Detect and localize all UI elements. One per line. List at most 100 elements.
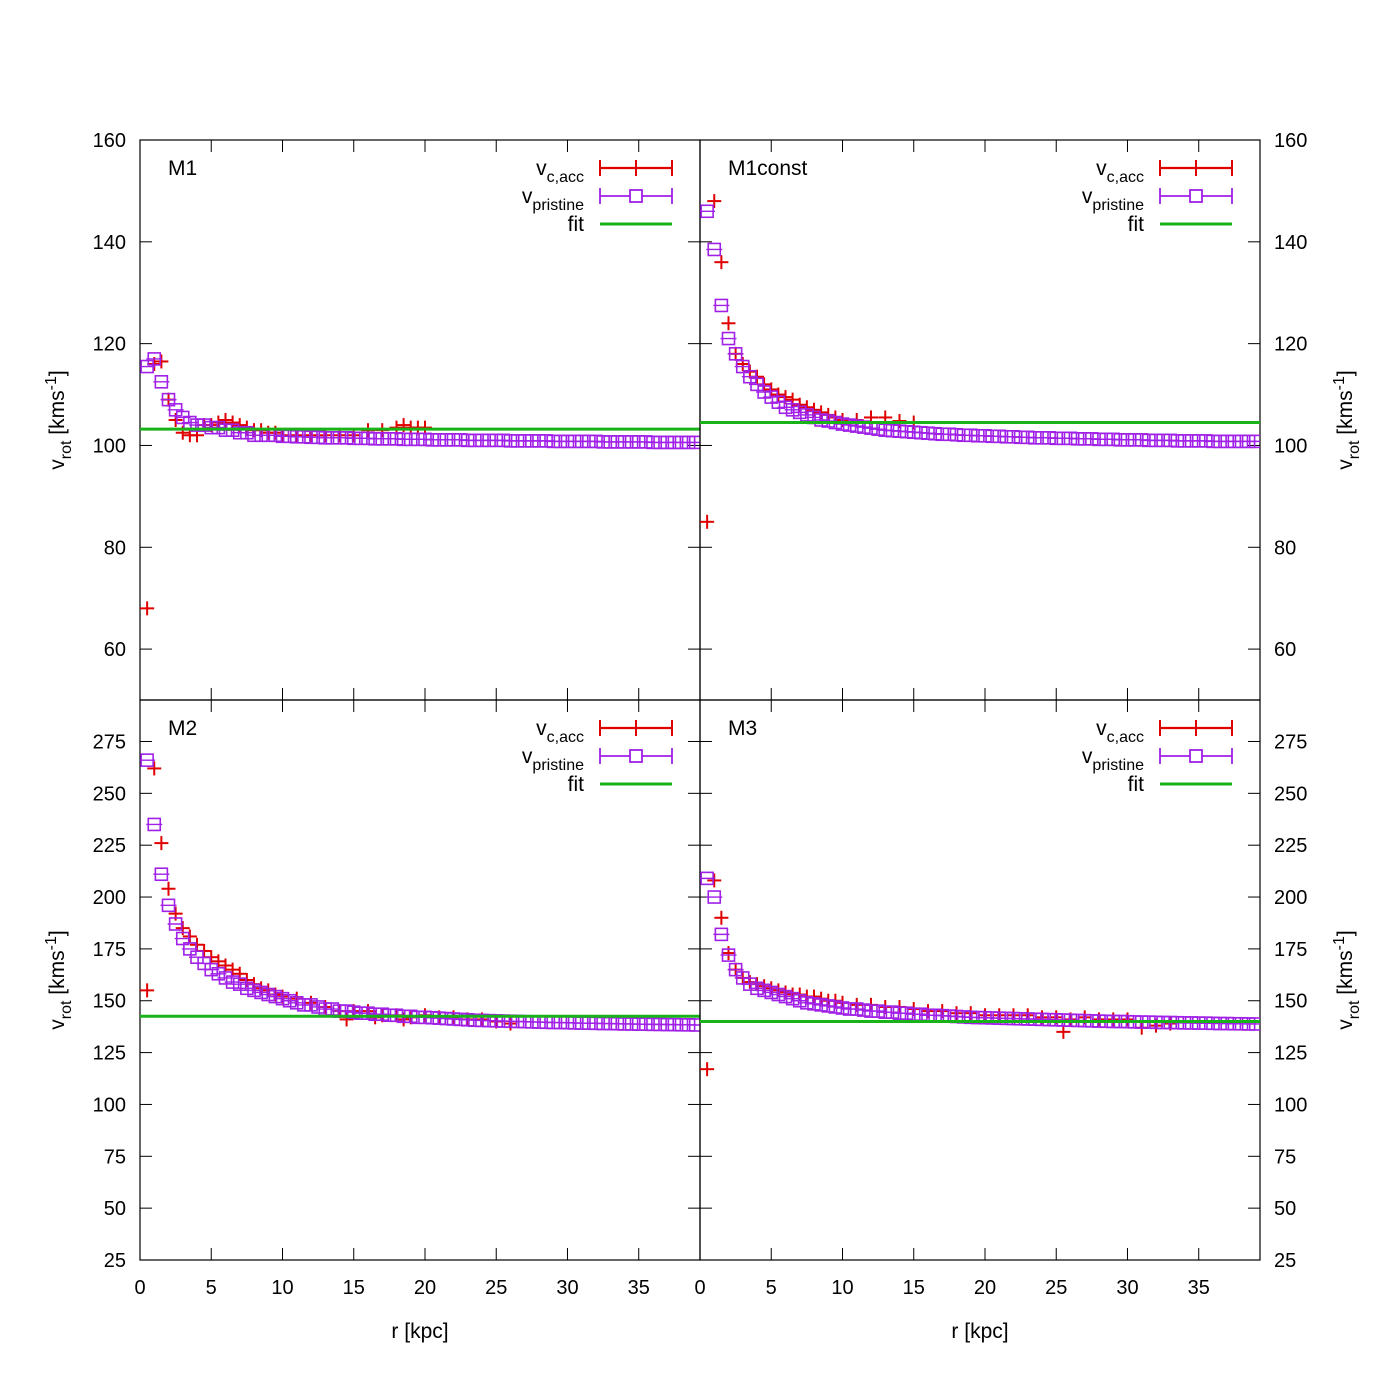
pristine-point xyxy=(217,971,234,985)
legend-entry-v-pristine-sub: pristine xyxy=(1092,757,1144,774)
legend-entry-vc-acc: vc,acc xyxy=(1096,717,1144,746)
pristine-point xyxy=(181,942,198,956)
y-axis-label: vrot [kms-1] xyxy=(43,930,75,1029)
y-tick-label: 160 xyxy=(1274,130,1307,152)
pristine-point xyxy=(855,1003,872,1017)
pristine-point xyxy=(784,403,801,417)
pristine-point xyxy=(720,331,737,346)
pristine-point xyxy=(310,1000,327,1014)
legend-entry-vc-acc-sub: c,acc xyxy=(547,729,584,746)
pristine-point xyxy=(288,996,305,1010)
data-layer xyxy=(140,352,700,616)
x-tick-label: 15 xyxy=(343,1277,365,1299)
legend-marker-v-pristine xyxy=(629,189,643,203)
vcacc-point xyxy=(211,954,226,969)
pristine-point xyxy=(813,998,830,1012)
legend-entry-vc-acc: vc,acc xyxy=(536,157,584,186)
pristine-point xyxy=(174,931,191,946)
y-tick-label: 25 xyxy=(1274,1250,1296,1272)
x-tick-label: 25 xyxy=(1045,1277,1067,1299)
pristine-point xyxy=(713,927,730,942)
vcacc-point xyxy=(225,415,240,430)
y-tick-label: 125 xyxy=(1274,1043,1307,1065)
legend-entry-vc-acc-sub: c,acc xyxy=(547,169,584,186)
legend-entry-vc-acc: vc,acc xyxy=(1096,157,1144,186)
vcacc-point xyxy=(154,836,169,851)
plot-frame xyxy=(699,699,1261,1261)
pristine-point xyxy=(770,987,787,1002)
legend-entry-v-pristine: vpristine xyxy=(522,185,584,214)
y-axis-label-v: v xyxy=(1334,459,1357,470)
vcacc-point xyxy=(503,1016,518,1031)
legend-entry-v-pristine-base: v xyxy=(1082,745,1093,768)
x-tick-label: 10 xyxy=(831,1277,853,1299)
y-tick-label: 175 xyxy=(1274,939,1307,961)
vcacc-point xyxy=(714,910,729,925)
legend-entry-v-pristine: vpristine xyxy=(1082,745,1144,774)
x-tick-label: 15 xyxy=(903,1277,925,1299)
x-tick-label: 10 xyxy=(271,1277,293,1299)
pristine-point xyxy=(345,1005,362,1019)
y-axis-label-sup: -1 xyxy=(1331,376,1348,390)
pristine-point xyxy=(798,408,815,422)
pristine-point xyxy=(1247,434,1260,449)
pristine-point xyxy=(841,418,858,432)
pristine-point xyxy=(231,977,248,991)
pristine-point xyxy=(827,1000,844,1014)
y-tick-label: 200 xyxy=(1274,887,1307,909)
x-tick-label: 30 xyxy=(556,1277,578,1299)
pristine-point xyxy=(210,420,227,435)
vcacc-point xyxy=(161,881,176,896)
pristine-point xyxy=(167,917,184,931)
y-tick-label: 120 xyxy=(93,334,126,356)
data-layer xyxy=(700,871,1260,1077)
x-tick-label: 20 xyxy=(414,1277,436,1299)
pristine-point xyxy=(253,985,270,1000)
y-tick-label: 250 xyxy=(1274,783,1307,805)
y-axis-label-unit: [kms xyxy=(1334,390,1357,440)
y-axis-label-v: v xyxy=(1334,1019,1357,1030)
legend-entry-vc-acc: vc,acc xyxy=(536,717,584,746)
y-tick-label: 100 xyxy=(93,435,126,457)
y-axis-label-sub: rot xyxy=(1346,1000,1363,1019)
y-axis-label-unit: [kms xyxy=(1334,950,1357,1000)
pristine-point xyxy=(748,981,765,996)
vcacc-point xyxy=(735,357,750,371)
pristine-point xyxy=(791,405,808,420)
x-tick-label: 0 xyxy=(694,1277,705,1299)
panel-m2: 25 50 75 100 125 150 175 200 225 250 275 0 5 10 15 20 25… xyxy=(43,699,701,1343)
legend-entry-v-pristine: vpristine xyxy=(1082,185,1144,214)
pristine-point xyxy=(146,817,163,832)
vcacc-point xyxy=(764,382,779,397)
legend-entry-v-pristine-base: v xyxy=(522,745,533,768)
x-tick-label: 35 xyxy=(628,1277,650,1299)
pristine-point xyxy=(848,1002,865,1016)
vcacc-point xyxy=(771,387,786,402)
vcacc-point xyxy=(992,1008,1007,1023)
vcacc-point xyxy=(977,1008,992,1023)
legend-entry-v-pristine-sub: pristine xyxy=(1092,197,1144,214)
pristine-point xyxy=(720,948,737,962)
panel-label: M1const xyxy=(728,157,808,180)
y-axis-label-unit: [kms xyxy=(46,390,69,440)
legend-entry-vc-acc-base: v xyxy=(1096,717,1107,740)
pristine-point xyxy=(820,999,837,1013)
y-axis-label-v: v xyxy=(46,1019,69,1030)
y-tick-label: 225 xyxy=(93,835,126,857)
legend-entry-v-pristine-base: v xyxy=(522,185,533,208)
pristine-point xyxy=(870,1004,887,1018)
y-tick-label: 140 xyxy=(1274,232,1307,254)
vcacc-point xyxy=(225,962,240,977)
vcacc-point xyxy=(1056,1024,1071,1039)
panel-label: M3 xyxy=(728,717,757,740)
pristine-point xyxy=(140,753,156,767)
y-tick-label: 75 xyxy=(104,1146,126,1168)
pristine-point xyxy=(741,977,758,991)
legend-entry-v-pristine-base: v xyxy=(1082,185,1093,208)
pristine-point xyxy=(848,419,865,433)
panel-label: M2 xyxy=(168,717,197,740)
y-tick-label: 75 xyxy=(1274,1146,1296,1168)
legend-marker-v-pristine xyxy=(1189,189,1203,203)
